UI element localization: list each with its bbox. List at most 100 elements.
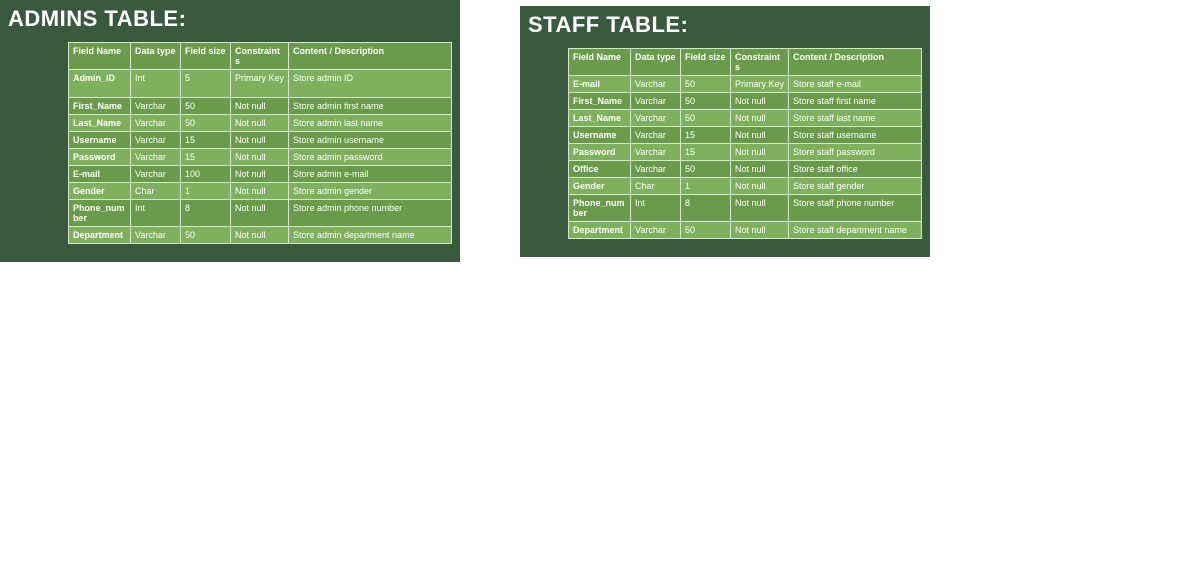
table-cell: Password — [569, 144, 631, 161]
col-field-name: Field Name — [69, 43, 131, 70]
col-constraints: Constraints — [731, 49, 789, 76]
table-cell: Varchar — [131, 132, 181, 149]
table-cell: 50 — [681, 222, 731, 239]
col-data-type: Data type — [631, 49, 681, 76]
table-cell: Varchar — [631, 127, 681, 144]
table-cell: Store admin password — [289, 149, 452, 166]
table-cell: Varchar — [131, 166, 181, 183]
table-cell: Varchar — [131, 227, 181, 244]
col-description: Content / Description — [289, 43, 452, 70]
table-cell: Not null — [231, 149, 289, 166]
col-description: Content / Description — [789, 49, 922, 76]
table-cell: 50 — [181, 227, 231, 244]
admins-tbody: Admin_IDInt5Primary KeyStore admin IDFir… — [69, 70, 452, 244]
staff-title: STAFF TABLE: — [528, 12, 922, 38]
table-cell: 15 — [181, 132, 231, 149]
table-cell: Store admin username — [289, 132, 452, 149]
table-cell: Office — [569, 161, 631, 178]
col-field-name: Field Name — [569, 49, 631, 76]
table-row: OfficeVarchar50Not nullStore staff offic… — [569, 161, 922, 178]
table-cell: Int — [131, 70, 181, 98]
table-cell: Varchar — [131, 98, 181, 115]
table-cell: Phone_number — [569, 195, 631, 222]
table-cell: Varchar — [631, 93, 681, 110]
table-cell: Store admin department name — [289, 227, 452, 244]
table-cell: Not null — [731, 144, 789, 161]
table-cell: 5 — [181, 70, 231, 98]
table-cell: Store admin last name — [289, 115, 452, 132]
table-row: UsernameVarchar15Not nullStore staff use… — [569, 127, 922, 144]
table-cell: Store admin e-mail — [289, 166, 452, 183]
table-cell: Store staff gender — [789, 178, 922, 195]
table-cell: 8 — [181, 200, 231, 227]
table-cell: Not null — [731, 127, 789, 144]
table-cell: First_Name — [569, 93, 631, 110]
table-cell: Not null — [731, 222, 789, 239]
staff-table-wrap: Field Name Data type Field size Constrai… — [528, 48, 922, 239]
admins-table: Field Name Data type Field size Constrai… — [68, 42, 452, 244]
table-cell: Varchar — [631, 144, 681, 161]
staff-tbody: E-mailVarchar50Primary KeyStore staff e-… — [569, 76, 922, 239]
table-cell: Not null — [231, 115, 289, 132]
table-cell: Not null — [731, 178, 789, 195]
table-cell: 1 — [181, 183, 231, 200]
table-cell: Not null — [231, 200, 289, 227]
table-row: DepartmentVarchar50Not nullStore staff d… — [569, 222, 922, 239]
table-row: E-mailVarchar50Primary KeyStore staff e-… — [569, 76, 922, 93]
table-row: UsernameVarchar15Not nullStore admin use… — [69, 132, 452, 149]
table-row: GenderChar1Not nullStore staff gender — [569, 178, 922, 195]
table-cell: Not null — [231, 166, 289, 183]
table-cell: Store staff office — [789, 161, 922, 178]
table-cell: E-mail — [69, 166, 131, 183]
table-cell: 100 — [181, 166, 231, 183]
table-cell: Store admin phone number — [289, 200, 452, 227]
table-cell: Char — [131, 183, 181, 200]
table-row: Phone_numberInt8Not nullStore admin phon… — [69, 200, 452, 227]
table-cell: 50 — [181, 115, 231, 132]
table-row: PasswordVarchar15Not nullStore staff pas… — [569, 144, 922, 161]
col-constraints: Constraints — [231, 43, 289, 70]
table-row: Last_NameVarchar50Not nullStore admin la… — [69, 115, 452, 132]
table-cell: 1 — [681, 178, 731, 195]
admins-table-wrap: Field Name Data type Field size Constrai… — [8, 42, 452, 244]
table-cell: Username — [69, 132, 131, 149]
table-cell: Last_Name — [69, 115, 131, 132]
table-cell: Varchar — [631, 161, 681, 178]
staff-header-row: Field Name Data type Field size Constrai… — [569, 49, 922, 76]
table-cell: Varchar — [631, 110, 681, 127]
table-cell: Gender — [69, 183, 131, 200]
table-cell: 15 — [181, 149, 231, 166]
table-cell: 50 — [681, 161, 731, 178]
table-cell: Not null — [231, 227, 289, 244]
table-cell: Int — [131, 200, 181, 227]
table-cell: Varchar — [631, 76, 681, 93]
table-row: First_NameVarchar50Not nullStore admin f… — [69, 98, 452, 115]
table-cell: Store admin first name — [289, 98, 452, 115]
table-cell: First_Name — [69, 98, 131, 115]
table-cell: Admin_ID — [69, 70, 131, 98]
table-cell: 50 — [681, 76, 731, 93]
table-cell: Last_Name — [569, 110, 631, 127]
table-cell: 15 — [681, 144, 731, 161]
table-cell: Not null — [731, 110, 789, 127]
table-row: Phone_numberInt8Not nullStore staff phon… — [569, 195, 922, 222]
admins-panel: ADMINS TABLE: Field Name Data type Field… — [0, 0, 460, 262]
table-cell: Username — [569, 127, 631, 144]
table-cell: Department — [69, 227, 131, 244]
table-cell: 8 — [681, 195, 731, 222]
table-row: PasswordVarchar15Not nullStore admin pas… — [69, 149, 452, 166]
table-cell: Store staff first name — [789, 93, 922, 110]
table-cell: 50 — [181, 98, 231, 115]
table-row: Last_NameVarchar50Not nullStore staff la… — [569, 110, 922, 127]
table-cell: Phone_number — [69, 200, 131, 227]
table-cell: Int — [631, 195, 681, 222]
table-cell: Store staff department name — [789, 222, 922, 239]
table-cell: Not null — [731, 161, 789, 178]
admins-header-row: Field Name Data type Field size Constrai… — [69, 43, 452, 70]
table-cell: Not null — [731, 93, 789, 110]
table-cell: Store staff e-mail — [789, 76, 922, 93]
table-cell: Primary Key — [731, 76, 789, 93]
table-cell: Department — [569, 222, 631, 239]
admins-title: ADMINS TABLE: — [8, 6, 452, 32]
table-cell: Not null — [231, 98, 289, 115]
